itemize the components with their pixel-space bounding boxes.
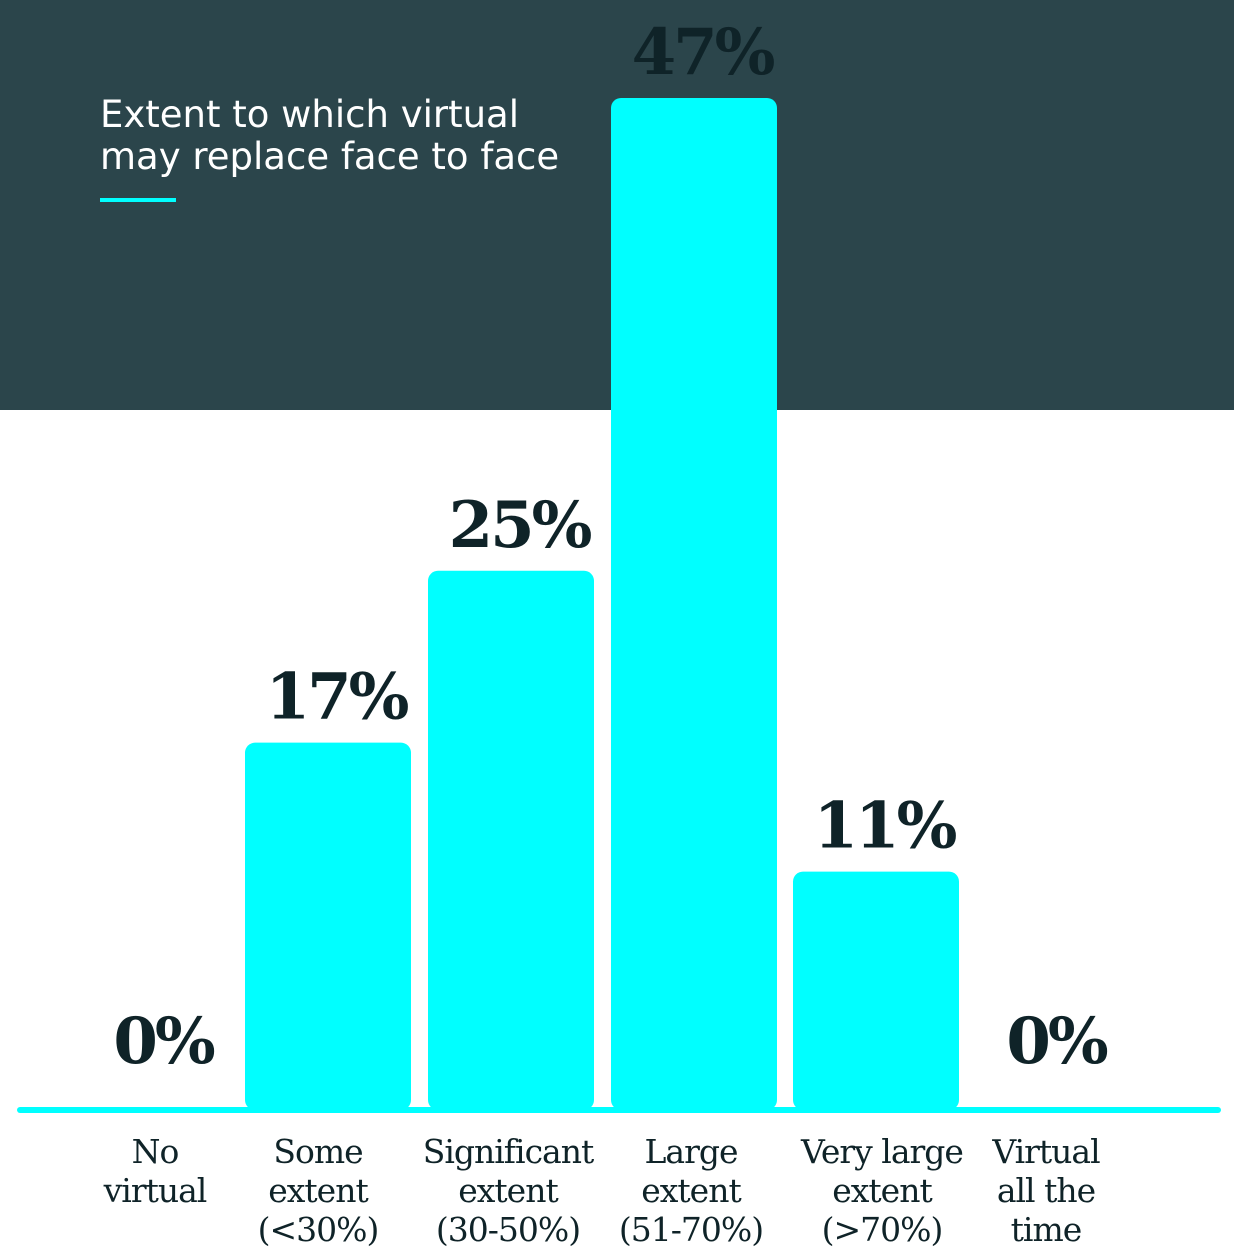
title-underline [100,198,176,202]
value-label-some-extent-30: 17% [266,660,409,735]
category-label-large-extent-51-70: Large extent (51-70%) [619,1132,763,1247]
category-label-no-virtual: No virtual [103,1132,207,1210]
value-labels-group: 0% 17% 25% 47% 11% 0% [113,15,1111,1079]
category-label-significant-extent-30-50: Significant extent (30-50%) [423,1132,594,1247]
category-label-some-extent-30: Some extent (<30%) [258,1132,379,1247]
bars-group [245,98,959,1110]
category-labels-group: No virtual Some extent (<30%) Significant exte… [103,1132,1101,1247]
bar-significant-extent-30-50 [428,570,594,1110]
bar-very-large-extent-70 [793,871,959,1110]
category-label-very-large-extent-70: Very large extent (>70%) [800,1132,963,1247]
chart-title: Extent to which virtual may replace face… [100,93,560,178]
value-label-very-large-extent-70: 11% [814,789,957,864]
value-label-significant-extent-30-50: 25% [449,488,592,563]
value-label-virtual-all-the-time: 0% [1006,1004,1108,1079]
bar-large-extent-51-70 [611,98,777,1110]
value-label-no-virtual: 0% [113,1004,215,1079]
category-label-virtual-all-the-time: Virtual all the time [991,1132,1100,1247]
value-label-large-extent-51-70: 47% [632,15,775,90]
bar-some-extent-30 [245,742,411,1110]
